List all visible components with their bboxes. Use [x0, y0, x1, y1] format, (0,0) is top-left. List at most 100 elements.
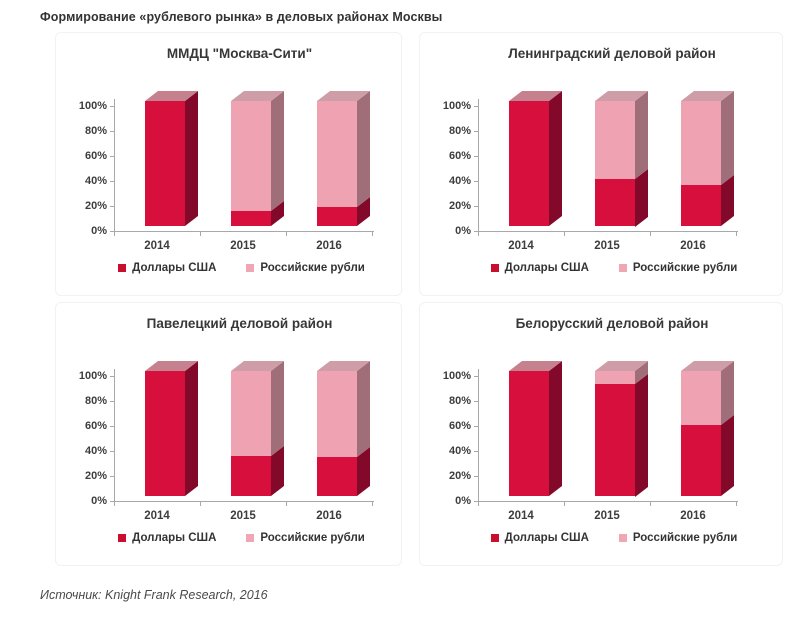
bar-segment-rub [231, 101, 271, 211]
x-axis-line [478, 501, 738, 502]
x-axis-label: 2016 [316, 240, 342, 252]
y-axis-label: 40% [448, 445, 471, 457]
bar-segment-usd [681, 184, 721, 226]
bar-segment-rub [595, 101, 635, 179]
y-axis-tick [110, 501, 114, 502]
x-axis-label: 2014 [508, 510, 534, 522]
x-axis-label: 2014 [144, 510, 170, 522]
bar-segment-rub [595, 371, 635, 384]
y-axis-tick [474, 401, 478, 402]
y-axis-tick [474, 426, 478, 427]
y-axis-label: 0% [455, 495, 471, 507]
y-axis-label: 100% [78, 100, 107, 112]
chart-title: ММДЦ "Москва-Сити" [166, 46, 313, 61]
bar-segment-rub [681, 371, 721, 425]
x-axis-tick [564, 232, 565, 236]
plot-area: 0% 20% 40% 60% 80% 100% 2014 2015 2016 [56, 303, 401, 565]
y-axis-label: 60% [84, 150, 107, 162]
legend-label: Российские рубли [632, 532, 738, 544]
legend: Доллары США Российские рубли [56, 532, 401, 544]
x-axis-label: 2014 [144, 240, 170, 252]
plot-area: 0% 20% 40% 60% 80% 100% 2014 2015 2016 [420, 303, 782, 565]
source-note: Источник: Knight Frank Research, 2016 [40, 588, 268, 602]
bar-segment-usd-side [549, 360, 562, 496]
legend-label: Доллары США [504, 532, 589, 544]
y-axis-tick [110, 106, 114, 107]
chart-title: Ленинградский деловой район [508, 46, 716, 61]
y-axis-line [478, 369, 479, 501]
legend-item: Доллары США [118, 532, 216, 544]
y-axis-label: 40% [448, 175, 471, 187]
y-axis-tick [110, 401, 114, 402]
legend-item: Доллары США [490, 262, 589, 274]
x-axis-line [114, 501, 374, 502]
y-axis-tick [110, 451, 114, 452]
legend-label: Доллары США [504, 262, 589, 274]
bar-segment-usd [317, 207, 357, 226]
y-axis-tick [110, 476, 114, 477]
x-axis-tick [650, 232, 651, 236]
x-axis-tick [650, 502, 651, 506]
chart-title: Павелецкий деловой район [146, 316, 333, 331]
x-axis-tick [114, 502, 115, 506]
bar-segment-usd [595, 178, 635, 226]
y-axis-label: 80% [84, 125, 107, 137]
bar-segment-rub-side [357, 90, 370, 208]
y-axis-label: 40% [84, 175, 107, 187]
y-axis-tick [474, 206, 478, 207]
bar-segment-rub-side [635, 90, 648, 179]
legend: Доллары США Российские рубли [56, 262, 401, 274]
bar-segment-usd [317, 457, 357, 496]
x-axis-tick [736, 232, 737, 236]
x-axis-tick [372, 502, 373, 506]
x-axis-tick [200, 502, 201, 506]
y-axis-label: 20% [84, 200, 107, 212]
x-axis-tick [200, 232, 201, 236]
legend: Доллары США Российские рубли [420, 262, 782, 274]
bar-segment-rub [231, 371, 271, 456]
legend-item: Российские рубли [246, 262, 365, 274]
y-axis-label: 20% [84, 470, 107, 482]
y-axis-tick [474, 181, 478, 182]
x-axis-tick [286, 232, 287, 236]
y-axis-label: 100% [78, 370, 107, 382]
x-axis-label: 2014 [508, 240, 534, 252]
bar-segment-usd [509, 101, 549, 226]
bar-segment-usd [145, 371, 185, 496]
y-axis-tick [110, 231, 114, 232]
bar-segment-rub-side [721, 90, 734, 185]
bar-segment-usd-side [549, 90, 562, 226]
x-axis-tick [114, 232, 115, 236]
legend-label: Российские рубли [260, 262, 365, 274]
y-axis-tick [474, 156, 478, 157]
legend-marker-icon [246, 264, 255, 272]
y-axis-label: 60% [448, 150, 471, 162]
x-axis-tick [564, 502, 565, 506]
y-axis-label: 20% [448, 470, 471, 482]
legend-label: Российские рубли [260, 532, 365, 544]
bar-segment-usd-side [185, 360, 198, 496]
x-axis-label: 2015 [230, 240, 256, 252]
y-axis-label: 100% [442, 370, 471, 382]
y-axis-label: 0% [91, 495, 107, 507]
bar-segment-usd-side [635, 168, 648, 226]
x-axis-tick [478, 232, 479, 236]
y-axis-tick [474, 451, 478, 452]
y-axis-label: 80% [448, 395, 471, 407]
bar-segment-usd [231, 211, 271, 226]
x-axis-label: 2015 [594, 240, 620, 252]
y-axis-tick [474, 476, 478, 477]
y-axis-tick [110, 181, 114, 182]
bar-segment-rub [317, 371, 357, 458]
bar-segment-rub [681, 101, 721, 185]
y-axis-label: 0% [91, 225, 107, 237]
y-axis-label: 60% [84, 420, 107, 432]
legend-marker-icon [618, 264, 627, 272]
y-axis-tick [474, 501, 478, 502]
bar-segment-rub [317, 101, 357, 208]
chart-panel-paveletsky: Павелецкий деловой район 0% 20% 40% 60% 80% 1… [55, 302, 402, 566]
y-axis-tick [110, 206, 114, 207]
y-axis-line [114, 99, 115, 231]
x-axis-tick [286, 502, 287, 506]
x-axis-label: 2016 [680, 510, 706, 522]
